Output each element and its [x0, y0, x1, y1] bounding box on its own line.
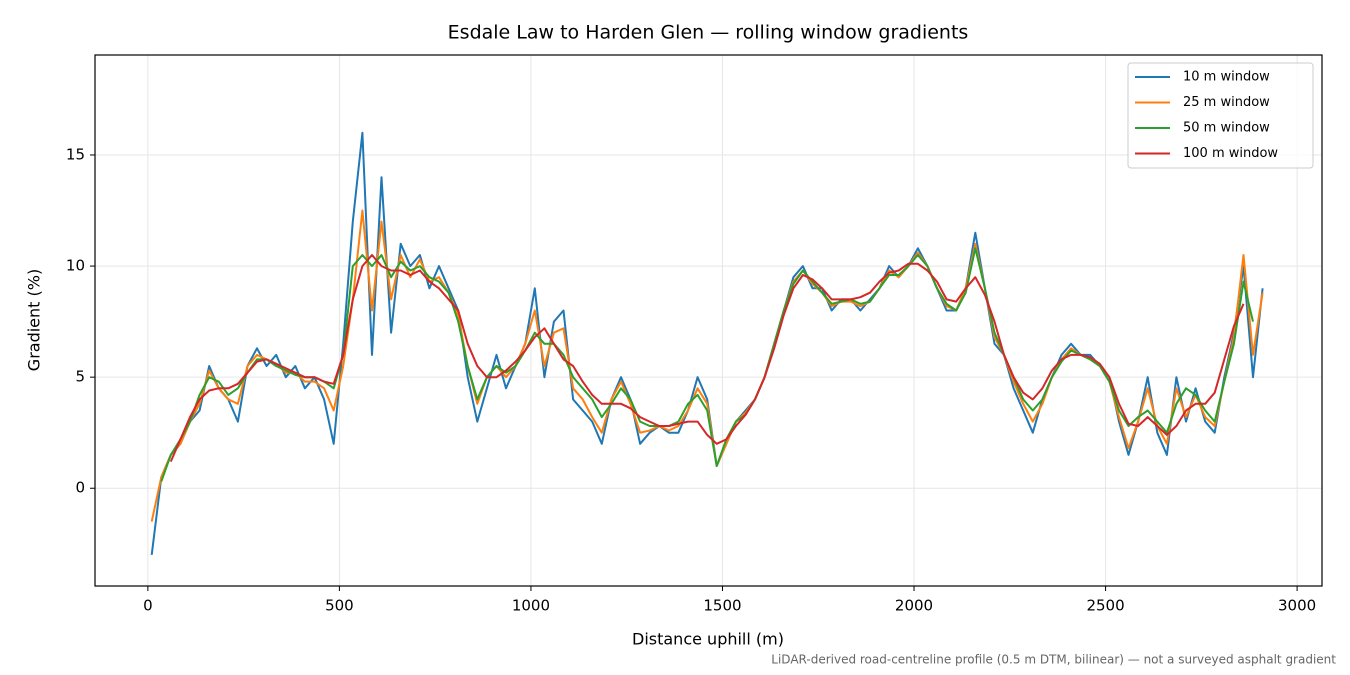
y-tick-label: 10 [66, 257, 85, 275]
y-tick-label: 5 [75, 368, 85, 386]
legend-label: 25 m window [1183, 95, 1270, 110]
x-tick-label: 1000 [512, 597, 550, 615]
x-tick-label: 500 [325, 597, 354, 615]
plot-frame [94, 54, 1323, 587]
y-tick-label: 15 [66, 145, 85, 163]
legend-label: 50 m window [1183, 121, 1270, 136]
legend-label: 100 m window [1183, 146, 1278, 161]
line-series [169, 254, 1245, 462]
chart-title: Esdale Law to Harden Glen — rolling wind… [448, 22, 969, 44]
line-series [160, 247, 1254, 482]
x-tick-label: 0 [143, 597, 153, 615]
x-tick-label: 1500 [703, 597, 741, 615]
y-axis-label: Gradient (%) [25, 269, 44, 371]
legend-box [1127, 62, 1314, 169]
x-axis-label: Distance uphill (m) [632, 630, 784, 649]
y-tick-label: 0 [75, 479, 85, 497]
line-series [150, 131, 1264, 556]
legend-label: 10 m window [1183, 70, 1270, 85]
x-tick-label: 2000 [895, 597, 933, 615]
footnote: LiDAR-derived road-centreline profile (0… [771, 653, 1336, 667]
line-series [150, 209, 1264, 522]
x-tick-label: 3000 [1278, 597, 1316, 615]
x-tick-label: 2500 [1086, 597, 1124, 615]
